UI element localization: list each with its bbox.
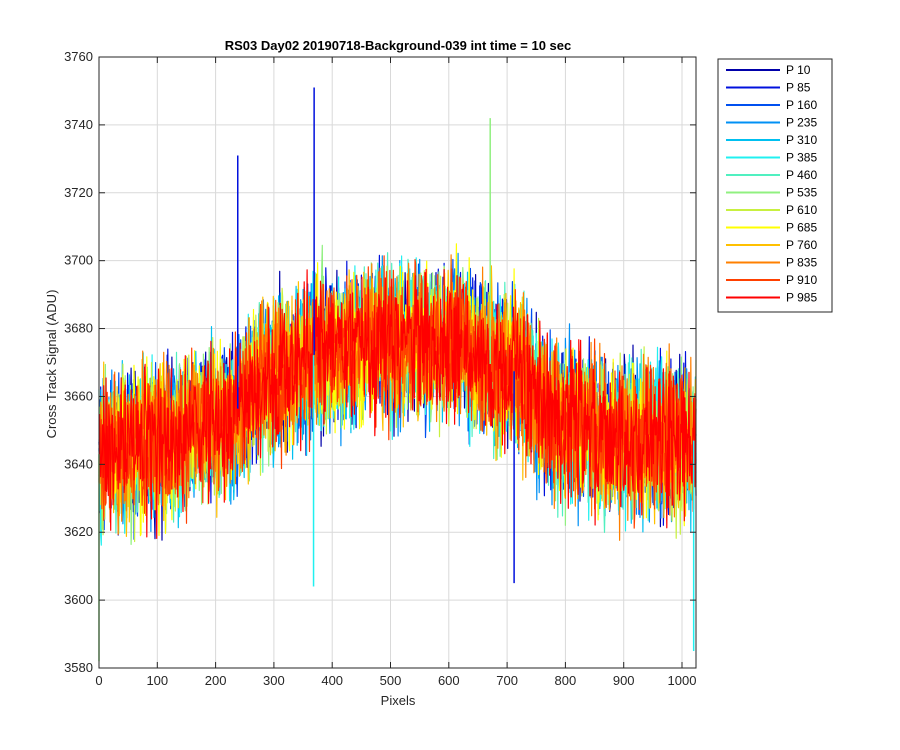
y-tick-label: 3700 (64, 253, 93, 268)
x-tick-label: 600 (438, 673, 460, 688)
legend-label: P 160 (786, 98, 817, 112)
x-tick-label: 1000 (668, 673, 697, 688)
y-tick-label: 3600 (64, 592, 93, 607)
x-axis-label: Pixels (381, 693, 416, 708)
legend-box (717, 58, 833, 313)
legend-label: P 610 (786, 203, 817, 217)
y-tick-label: 3580 (64, 660, 93, 675)
ticks: 0 100 200 300 400 500 600 700 800 900 1000 3580 3600… (64, 49, 696, 688)
legend-label: P 385 (786, 151, 817, 165)
x-tick-label: 100 (146, 673, 168, 688)
legend-label: P 985 (786, 291, 817, 305)
legend: P 10 P 85 P 160 P 235 P 310 P 385 P 460 P 535 P … (717, 58, 833, 313)
x-tick-label: 900 (613, 673, 635, 688)
x-tick-label: 0 (95, 673, 102, 688)
y-tick-label: 3660 (64, 388, 93, 403)
x-tick-label: 400 (321, 673, 343, 688)
plot-area: 0 100 200 300 400 500 600 700 800 900 1000 3580 3600… (64, 49, 697, 688)
legend-label: P 310 (786, 133, 817, 147)
legend-label: P 835 (786, 256, 817, 270)
legend-label: P 535 (786, 186, 817, 200)
legend-label: P 760 (786, 238, 817, 252)
x-tick-label: 500 (380, 673, 402, 688)
x-tick-label: 300 (263, 673, 285, 688)
plot-frame (98, 56, 697, 669)
y-tick-label: 3720 (64, 185, 93, 200)
series-line (98, 268, 697, 540)
legend-label: P 910 (786, 273, 817, 287)
y-axis-label: Cross Track Signal (ADU) (44, 290, 59, 439)
legend-label: P 460 (786, 168, 817, 182)
legend-label: P 235 (786, 116, 817, 130)
x-tick-label: 200 (205, 673, 227, 688)
legend-label: P 10 (786, 63, 811, 77)
y-tick-label: 3760 (64, 49, 93, 64)
y-tick-label: 3620 (64, 524, 93, 539)
x-tick-label: 700 (496, 673, 518, 688)
y-tick-label: 3640 (64, 456, 93, 471)
y-tick-label: 3680 (64, 321, 93, 336)
y-tick-label: 3740 (64, 117, 93, 132)
chart-title: RS03 Day02 20190718-Background-039 int t… (225, 38, 572, 53)
legend-label: P 85 (786, 81, 811, 95)
x-tick-label: 800 (555, 673, 577, 688)
legend-label: P 685 (786, 221, 817, 235)
